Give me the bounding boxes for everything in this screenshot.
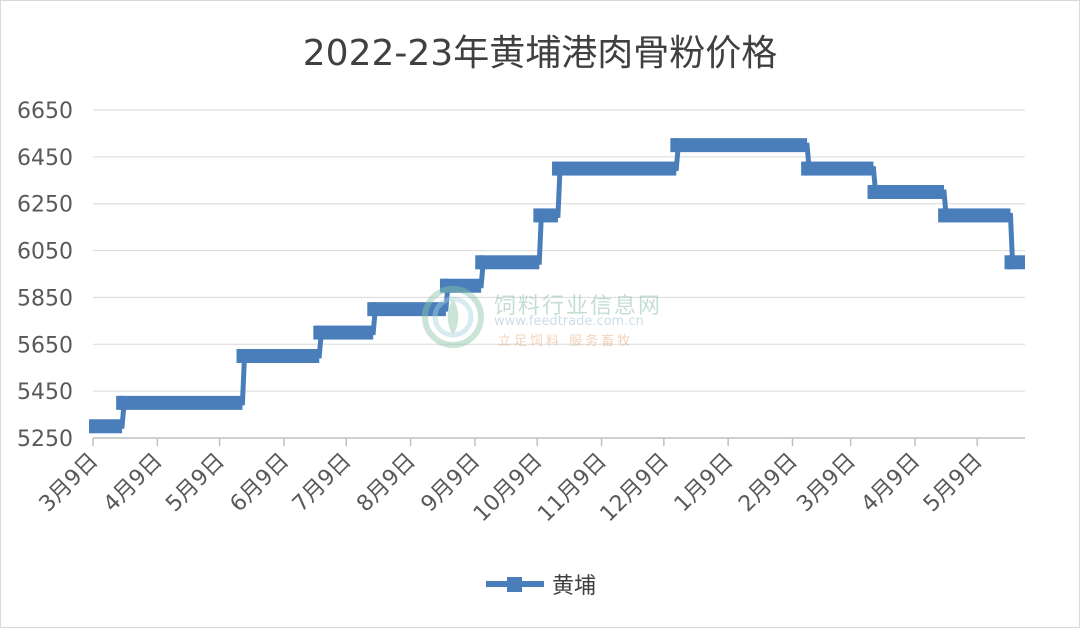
y-tick-label: 6650 <box>17 99 73 124</box>
data-point <box>942 208 1011 223</box>
x-tick-label: 11月9日 <box>533 449 611 527</box>
legend-label-huangpu: 黄埔 <box>551 574 596 599</box>
x-tick-label: 12月9日 <box>596 449 674 527</box>
x-axis: 3月9日4月9日5月9日6月9日7月9日8月9日9月9日10月9日11月9日12… <box>35 437 1025 527</box>
y-tick-label: 5650 <box>17 333 73 358</box>
data-point <box>317 325 374 340</box>
x-tick-label: 6月9日 <box>226 449 295 518</box>
y-tick-label: 5850 <box>17 286 73 311</box>
data-point <box>537 208 558 223</box>
y-axis: 5250 5450 5650 5850 6050 6250 6450 6650 <box>17 99 73 452</box>
data-point <box>556 161 677 176</box>
y-tick-label: 5450 <box>17 380 73 405</box>
x-tick-label: 4月9日 <box>99 449 168 518</box>
x-tick-label: 10月9日 <box>469 449 547 527</box>
x-tick-label: 8月9日 <box>352 449 421 518</box>
x-tick-label: 1月9日 <box>670 449 739 518</box>
data-point <box>479 255 540 270</box>
data-point <box>89 419 123 434</box>
x-tick-label: 3月9日 <box>792 449 861 518</box>
data-point <box>240 349 320 363</box>
y-tick-label: 5250 <box>17 427 73 452</box>
x-tick-label: 3月9日 <box>35 449 104 518</box>
watermark-name: 饲料行业信息网 <box>494 294 663 319</box>
data-point <box>674 138 808 153</box>
data-point <box>871 185 945 199</box>
y-tick-label: 6450 <box>17 146 73 171</box>
y-tick-label: 6050 <box>17 240 73 265</box>
x-tick-label: 7月9日 <box>288 449 357 518</box>
gridlines <box>93 109 1025 392</box>
series-layer <box>89 138 1025 434</box>
data-point <box>1008 255 1025 270</box>
watermark: 饲料行业信息网 www.feedtrade.com.cn 立足饲料 服务畜牧 <box>418 282 668 352</box>
legend: 黄埔 <box>0 568 1080 600</box>
data-point <box>120 395 243 410</box>
y-tick-label: 6250 <box>17 193 73 218</box>
watermark-slogan: 立足饲料 服务畜牧 <box>498 334 634 349</box>
data-point <box>371 302 446 317</box>
x-tick-label: 5月9日 <box>919 449 988 518</box>
feedtrade-logo-icon <box>422 286 484 348</box>
data-point <box>805 161 874 176</box>
x-tick-label: 4月9日 <box>857 449 926 518</box>
x-tick-label: 5月9日 <box>161 449 230 518</box>
legend-series-marker-icon <box>485 577 544 592</box>
chart-title: 2022-23年黄埔港肉骨粉价格 <box>302 33 778 74</box>
x-tick-label: 2月9日 <box>734 449 803 518</box>
watermark-url: www.feedtrade.com.cn <box>494 314 644 329</box>
data-point <box>443 278 482 293</box>
